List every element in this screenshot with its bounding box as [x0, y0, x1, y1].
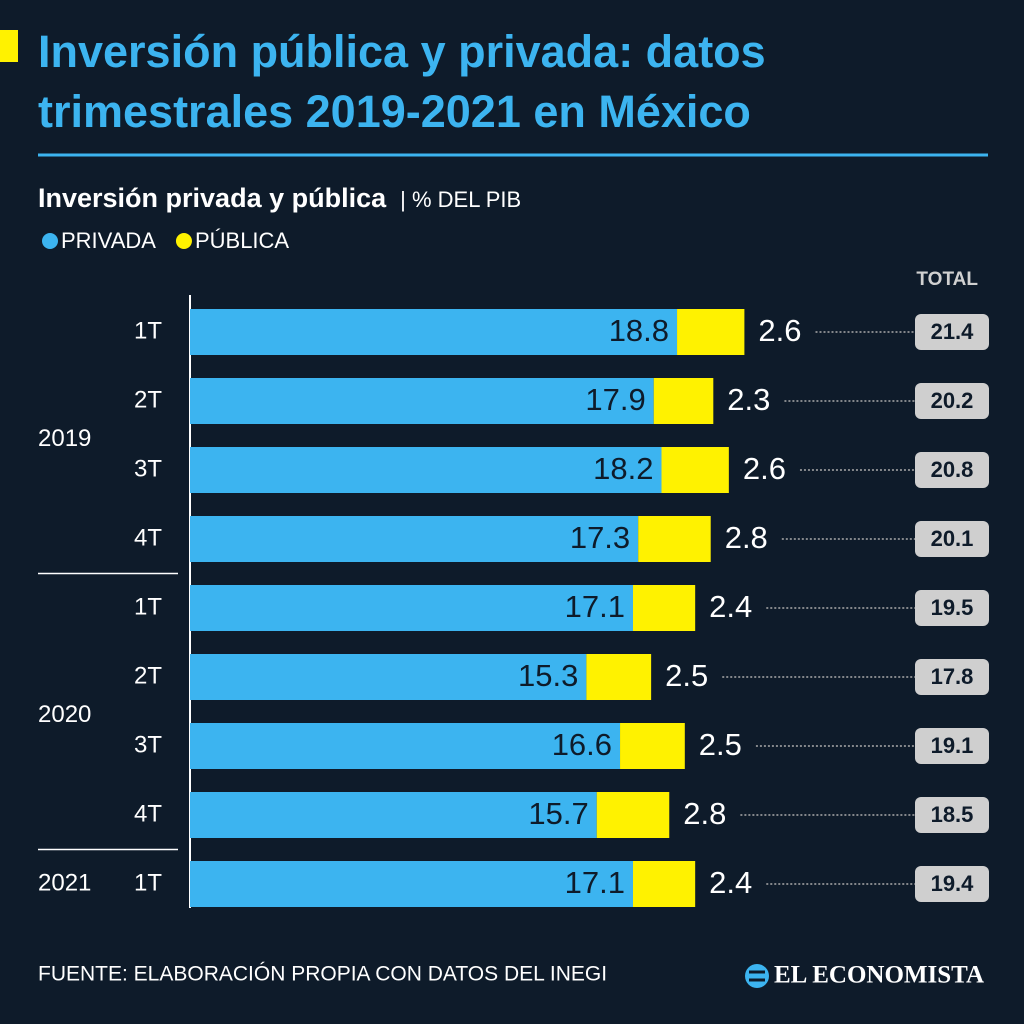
bar — [677, 309, 745, 355]
value-label: 17.3 — [570, 520, 630, 555]
total-box — [915, 590, 989, 626]
y-tick-label: 1T — [134, 317, 162, 344]
brand: EL ECONOMISTA — [774, 962, 984, 989]
total-label: 21.4 — [931, 319, 975, 344]
bar — [586, 654, 652, 700]
group-label: 2021 — [38, 869, 91, 896]
bar — [190, 516, 639, 562]
group-label: 2020 — [38, 701, 91, 728]
y-tick-label: 1T — [134, 593, 162, 620]
total-header: TOTAL — [916, 269, 978, 290]
total-box — [915, 452, 989, 488]
legend-label: PRIVADA — [61, 228, 156, 253]
bar — [596, 792, 670, 838]
value-label: 2.6 — [743, 451, 786, 486]
value-label: 18.2 — [593, 451, 653, 486]
brand-icon-lines — [749, 970, 765, 982]
bar — [190, 723, 621, 769]
total-label: 18.5 — [931, 802, 974, 827]
value-label: 16.6 — [552, 727, 612, 762]
y-tick-label: 1T — [134, 869, 162, 896]
value-label: 17.9 — [585, 382, 645, 417]
value-label: 15.7 — [528, 796, 588, 831]
value-label: 2.4 — [709, 865, 752, 900]
bar — [190, 654, 587, 700]
source: FUENTE: ELABORACIÓN PROPIA CON DATOS DEL… — [38, 963, 607, 986]
total-box — [915, 383, 989, 419]
total-label: 19.1 — [931, 733, 974, 758]
chart-title: Inversión pública y privada: datos trime… — [38, 26, 766, 137]
bar — [190, 378, 654, 424]
unit: | % DEL PIB — [400, 187, 521, 212]
brand-icon — [745, 964, 769, 988]
bar — [661, 447, 729, 493]
legend-dot — [42, 233, 58, 249]
title-accent — [0, 30, 18, 62]
bar — [190, 309, 678, 355]
value-label: 2.8 — [725, 520, 768, 555]
bar — [632, 585, 696, 631]
total-box — [915, 797, 989, 833]
value-label: 18.8 — [609, 313, 669, 348]
value-label: 17.1 — [565, 589, 625, 624]
y-tick-label: 3T — [134, 455, 162, 482]
bar — [190, 447, 662, 493]
total-label: 17.8 — [931, 664, 974, 689]
value-label: 15.3 — [518, 658, 578, 693]
total-label: 19.4 — [931, 871, 975, 896]
y-tick-label: 4T — [134, 800, 162, 827]
subtitle: Inversión privada y pública — [38, 183, 387, 213]
total-label: 20.8 — [931, 457, 974, 482]
value-label: 2.5 — [665, 658, 708, 693]
total-box — [915, 314, 989, 350]
y-tick-label: 2T — [134, 662, 162, 689]
bar — [190, 861, 633, 907]
total-box — [915, 521, 989, 557]
y-tick-label: 4T — [134, 524, 162, 551]
bar — [190, 585, 633, 631]
value-label: 2.8 — [683, 796, 726, 831]
bar — [620, 723, 685, 769]
total-box — [915, 866, 989, 902]
value-label: 2.5 — [699, 727, 742, 762]
bar — [190, 792, 597, 838]
value-label: 17.1 — [565, 865, 625, 900]
y-tick-label: 2T — [134, 386, 162, 413]
total-label: 19.5 — [931, 595, 974, 620]
total-label: 20.1 — [931, 526, 974, 551]
bar — [638, 516, 711, 562]
total-label: 20.2 — [931, 388, 974, 413]
value-label: 2.4 — [709, 589, 752, 624]
value-label: 2.6 — [758, 313, 801, 348]
value-label: 2.3 — [727, 382, 770, 417]
y-tick-label: 3T — [134, 731, 162, 758]
legend-label: PÚBLICA — [195, 228, 289, 253]
group-label: 2019 — [38, 425, 91, 452]
total-box — [915, 728, 989, 764]
legend-dot — [175, 233, 192, 249]
bar — [632, 861, 696, 907]
bar — [653, 378, 714, 424]
total-box — [915, 659, 989, 695]
